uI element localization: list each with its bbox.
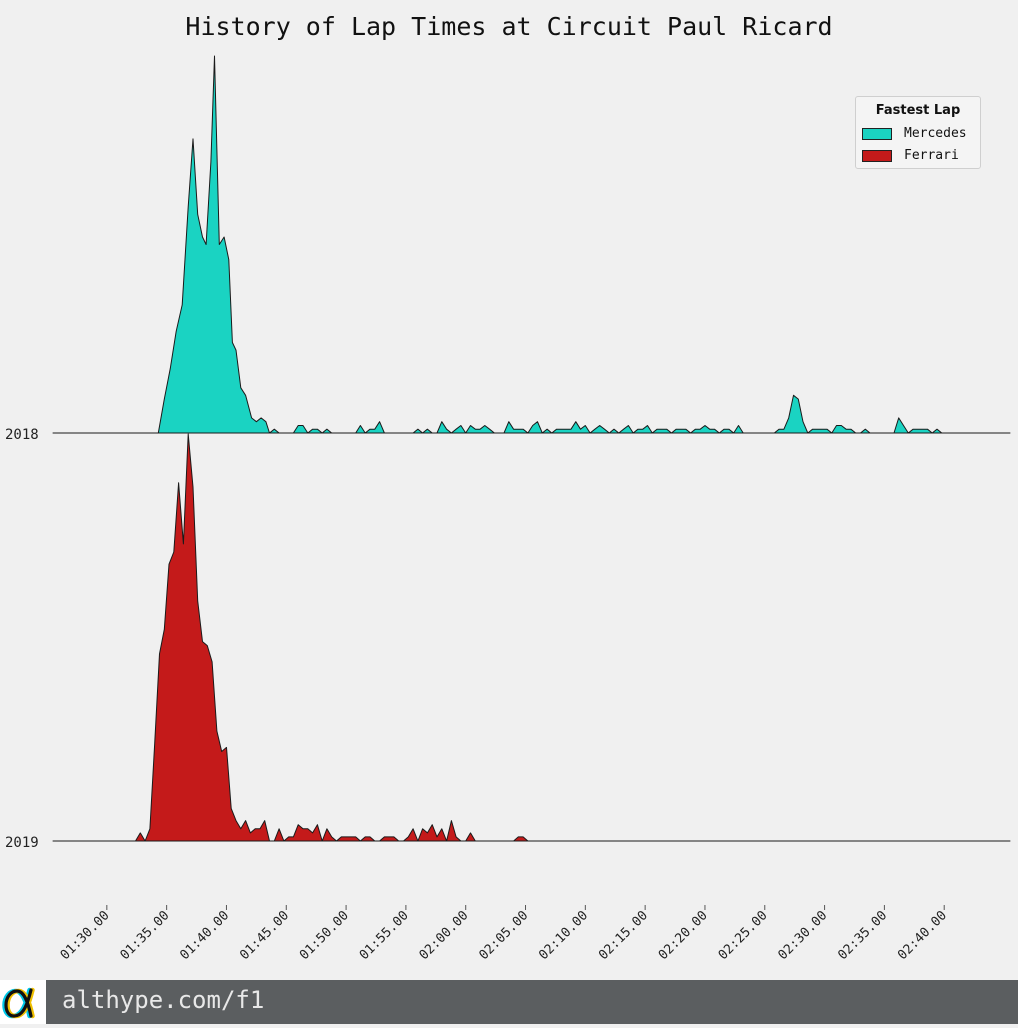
footer-bar: althype.com/f1 — [0, 980, 1018, 1024]
series-layer — [52, 55, 1011, 842]
x-tick-label-10: 02:20.00 — [656, 908, 711, 963]
legend-label-mercedes: Mercedes — [904, 126, 967, 141]
x-tick-label-8: 02:10.00 — [536, 908, 591, 963]
row-label-2019: 2019 — [5, 835, 39, 851]
x-tick-label-14: 02:40.00 — [895, 908, 950, 963]
x-tick-label-5: 01:55.00 — [357, 908, 412, 963]
chart-title: History of Lap Times at Circuit Paul Ric… — [185, 12, 832, 41]
x-tick-label-1: 01:35.00 — [118, 908, 173, 963]
x-tick-label-0: 01:30.00 — [58, 908, 113, 963]
legend: Fastest Lap Mercedes Ferrari — [855, 96, 981, 169]
footer-url: althype.com/f1 — [62, 986, 265, 1014]
legend-swatch-ferrari — [862, 150, 892, 162]
x-tick-label-13: 02:35.00 — [835, 908, 890, 963]
legend-swatch-mercedes — [862, 128, 892, 140]
row-labels: 2018 2019 — [5, 427, 39, 851]
x-tick-label-9: 02:15.00 — [596, 908, 651, 963]
x-tick-label-4: 01:50.00 — [297, 908, 352, 963]
legend-title: Fastest Lap — [875, 103, 961, 118]
x-tick-label-2: 01:40.00 — [177, 908, 232, 963]
alpha-logo-icon — [0, 980, 46, 1024]
x-tick-label-11: 02:25.00 — [716, 908, 771, 963]
x-tick-label-7: 02:05.00 — [476, 908, 531, 963]
chart: History of Lap Times at Circuit Paul Ric… — [5, 12, 1011, 963]
area-mercedes — [52, 55, 1011, 434]
x-tick-label-12: 02:30.00 — [776, 908, 831, 963]
x-tick-label-3: 01:45.00 — [237, 908, 292, 963]
chart-svg: History of Lap Times at Circuit Paul Ric… — [5, 12, 1011, 963]
legend-label-ferrari: Ferrari — [904, 148, 959, 163]
x-tick-label-6: 02:00.00 — [417, 908, 472, 963]
area-ferrari — [52, 433, 1011, 842]
x-axis: 01:30.00 01:35.00 01:40.00 01:45.00 01:50.00… — [58, 905, 950, 963]
row-label-2018: 2018 — [5, 427, 39, 443]
